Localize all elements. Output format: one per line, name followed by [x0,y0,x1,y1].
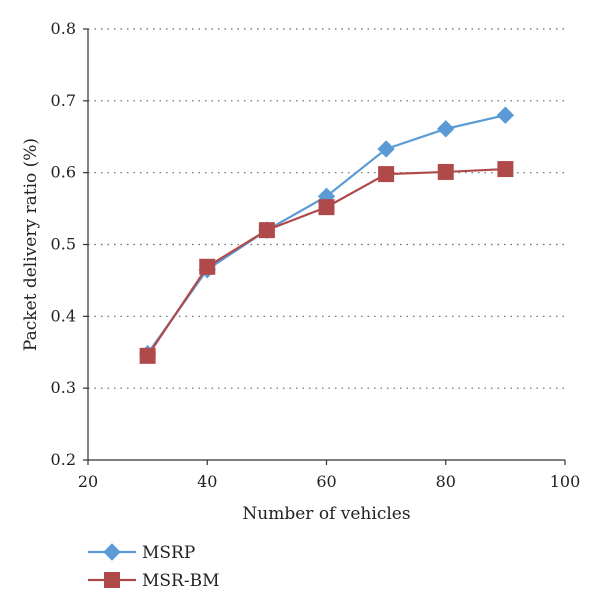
x-tick-label: 20 [78,472,98,491]
series-line [146,114,506,355]
data-point [496,106,515,124]
y-tick-label: 0.7 [51,91,76,110]
data-point [497,161,514,178]
legend-label: MSRP [142,543,195,563]
series-layer [138,106,515,364]
legend-item: MSRP [88,543,195,563]
legend-label: MSR-BM [142,571,220,591]
data-point [378,166,395,183]
series-msr-bm [139,161,514,364]
y-tick-label: 0.4 [51,306,76,325]
data-point [437,120,455,138]
legend: MSRP MSR-BM [88,543,220,591]
y-tick-label: 0.5 [51,235,76,254]
series-msrp [138,106,515,363]
y-tick-label: 0.8 [51,19,76,38]
data-point [318,199,335,216]
y-tick-label: 0.6 [51,163,76,182]
x-tick-label: 100 [550,472,581,491]
legend-item: MSR-BM [88,571,220,591]
x-tick-label: 40 [197,472,217,491]
legend-marker [103,543,121,561]
data-point [437,163,454,180]
x-tick-label: 60 [316,472,336,491]
data-point [139,347,156,364]
axes [83,28,566,465]
y-axis-title: Packet delivery ratio (%) [21,138,41,351]
y-tick-label: 0.2 [51,450,76,469]
data-point [377,140,395,158]
y-tick-label: 0.3 [51,378,76,397]
x-tick-label: 80 [436,472,456,491]
tick-labels: 0.2 0.3 0.4 0.5 0.6 0.7 0.8 20 40 60 80 100 [51,19,581,491]
data-point [258,222,275,239]
legend-marker [104,572,120,588]
data-point [199,258,216,275]
grid [88,28,565,389]
x-axis-title: Number of vehicles [242,504,410,524]
